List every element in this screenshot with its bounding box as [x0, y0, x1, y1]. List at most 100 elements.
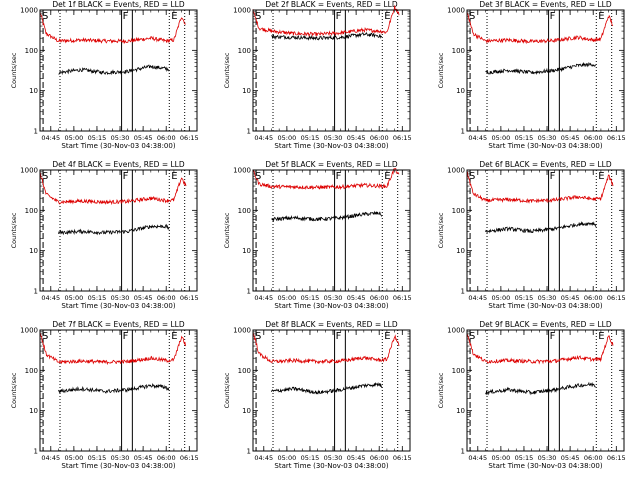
lld-series-line: [252, 331, 400, 365]
y-tick-label: 1000: [20, 7, 38, 15]
chart-title: Det 7f BLACK = Events, RED = LLD: [52, 320, 185, 329]
detector-chart-1: Det 1f BLACK = Events, RED = LLD Counts/s…: [10, 0, 199, 150]
x-tick-label: 05:30: [111, 454, 130, 462]
lld-series-line: [39, 332, 187, 366]
x-tick-label: 05:15: [301, 294, 320, 302]
y-axis-label: Counts/sec: [437, 372, 445, 408]
marker-label-f: F: [550, 331, 556, 342]
y-tick-label: 1000: [447, 327, 465, 335]
marker-label-e: E: [598, 331, 604, 342]
x-tick-label: 04:45: [468, 294, 487, 302]
lld-series-line: [466, 171, 614, 204]
marker-label-e: E: [171, 331, 177, 342]
events-series-line: [485, 220, 597, 234]
y-tick-label: 100: [25, 47, 38, 55]
x-tick-label: 05:15: [515, 454, 534, 462]
x-tick-label: 06:00: [157, 294, 176, 302]
detector-chart-2: Det 2f BLACK = Events, RED = LLD Counts/s…: [223, 0, 412, 150]
marker-label-s: S: [42, 171, 48, 182]
x-tick-label: 04:45: [254, 294, 273, 302]
chart-title: Det 4f BLACK = Events, RED = LLD: [52, 160, 185, 169]
y-tick-label: 1: [34, 128, 38, 136]
x-axis-label: Start Time (30-Nov-03 04:38:00): [61, 462, 175, 470]
y-tick-label: 1: [461, 288, 465, 296]
lld-series-line: [466, 333, 614, 365]
x-tick-label: 05:45: [347, 294, 366, 302]
y-axis-label: Counts/sec: [437, 52, 445, 88]
y-tick-label: 1: [247, 288, 251, 296]
marker-label-f: F: [336, 11, 342, 22]
y-tick-label: 100: [25, 207, 38, 215]
x-tick-label: 05:45: [561, 134, 580, 142]
detector-chart-5: Det 5f BLACK = Events, RED = LLD Counts/s…: [223, 160, 412, 310]
y-axis-label: Counts/sec: [223, 372, 231, 408]
x-tick-label: 05:30: [538, 294, 557, 302]
marker-label-e: E: [384, 11, 390, 22]
lld-series-line: [39, 11, 187, 44]
x-tick-label: 05:00: [491, 454, 510, 462]
y-tick-label: 100: [25, 367, 38, 375]
y-tick-label: 10: [242, 247, 251, 255]
y-tick-label: 1000: [447, 167, 465, 175]
plot-frame: [252, 9, 411, 132]
chart-title: Det 5f BLACK = Events, RED = LLD: [265, 160, 398, 169]
detector-chart-9: Det 9f BLACK = Events, RED = LLD Counts/s…: [437, 320, 626, 470]
marker-label-f: F: [550, 11, 556, 22]
y-tick-label: 10: [29, 407, 38, 415]
x-tick-label: 04:45: [468, 454, 487, 462]
marker-label-e: E: [598, 171, 604, 182]
x-tick-label: 04:45: [254, 134, 273, 142]
y-tick-label: 10: [242, 407, 251, 415]
lld-series-line: [466, 11, 614, 45]
marker-label-s: S: [255, 331, 261, 342]
x-tick-label: 04:45: [41, 134, 60, 142]
x-tick-label: 06:15: [393, 134, 412, 142]
y-axis-label: Counts/sec: [10, 52, 18, 88]
x-tick-label: 06:15: [180, 134, 199, 142]
x-tick-label: 05:15: [301, 454, 320, 462]
y-tick-label: 1: [247, 448, 251, 456]
x-tick-label: 06:00: [370, 134, 389, 142]
y-tick-label: 1: [34, 448, 38, 456]
chart-title: Det 1f BLACK = Events, RED = LLD: [52, 0, 185, 9]
x-tick-label: 06:00: [584, 454, 603, 462]
marker-label-f: F: [550, 171, 556, 182]
plot-frame: [39, 9, 198, 132]
events-series-line: [271, 381, 383, 395]
x-axis-label: Start Time (30-Nov-03 04:38:00): [274, 462, 388, 470]
x-tick-label: 05:15: [88, 294, 107, 302]
events-series-line: [485, 61, 596, 76]
events-series-line: [58, 223, 170, 236]
marker-label-f: F: [123, 331, 129, 342]
marker-label-e: E: [171, 11, 177, 22]
x-tick-label: 05:00: [491, 294, 510, 302]
x-tick-label: 06:00: [157, 134, 176, 142]
y-tick-label: 100: [238, 47, 251, 55]
x-tick-label: 05:45: [134, 294, 153, 302]
y-tick-label: 1: [461, 128, 465, 136]
marker-label-f: F: [336, 331, 342, 342]
y-tick-label: 10: [29, 247, 38, 255]
x-axis-label: Start Time (30-Nov-03 04:38:00): [274, 302, 388, 310]
marker-label-e: E: [384, 171, 390, 182]
events-series-line: [485, 381, 597, 396]
plot-frame: [39, 329, 198, 452]
x-tick-label: 05:45: [561, 454, 580, 462]
x-tick-label: 06:00: [584, 294, 603, 302]
x-tick-label: 06:00: [370, 454, 389, 462]
x-tick-label: 05:00: [277, 134, 296, 142]
x-axis-label: Start Time (30-Nov-03 04:38:00): [488, 142, 602, 150]
x-tick-label: 05:15: [88, 454, 107, 462]
y-tick-label: 10: [242, 87, 251, 95]
x-tick-label: 06:00: [157, 454, 176, 462]
x-tick-label: 06:15: [607, 134, 626, 142]
x-tick-label: 06:15: [607, 294, 626, 302]
x-tick-label: 05:15: [301, 134, 320, 142]
chart-title: Det 8f BLACK = Events, RED = LLD: [265, 320, 398, 329]
chart-title: Det 2f BLACK = Events, RED = LLD: [265, 0, 398, 9]
marker-label-s: S: [255, 171, 261, 182]
x-tick-label: 06:15: [393, 294, 412, 302]
x-tick-label: 05:15: [515, 134, 534, 142]
marker-label-e: E: [598, 11, 604, 22]
y-tick-label: 100: [452, 207, 465, 215]
